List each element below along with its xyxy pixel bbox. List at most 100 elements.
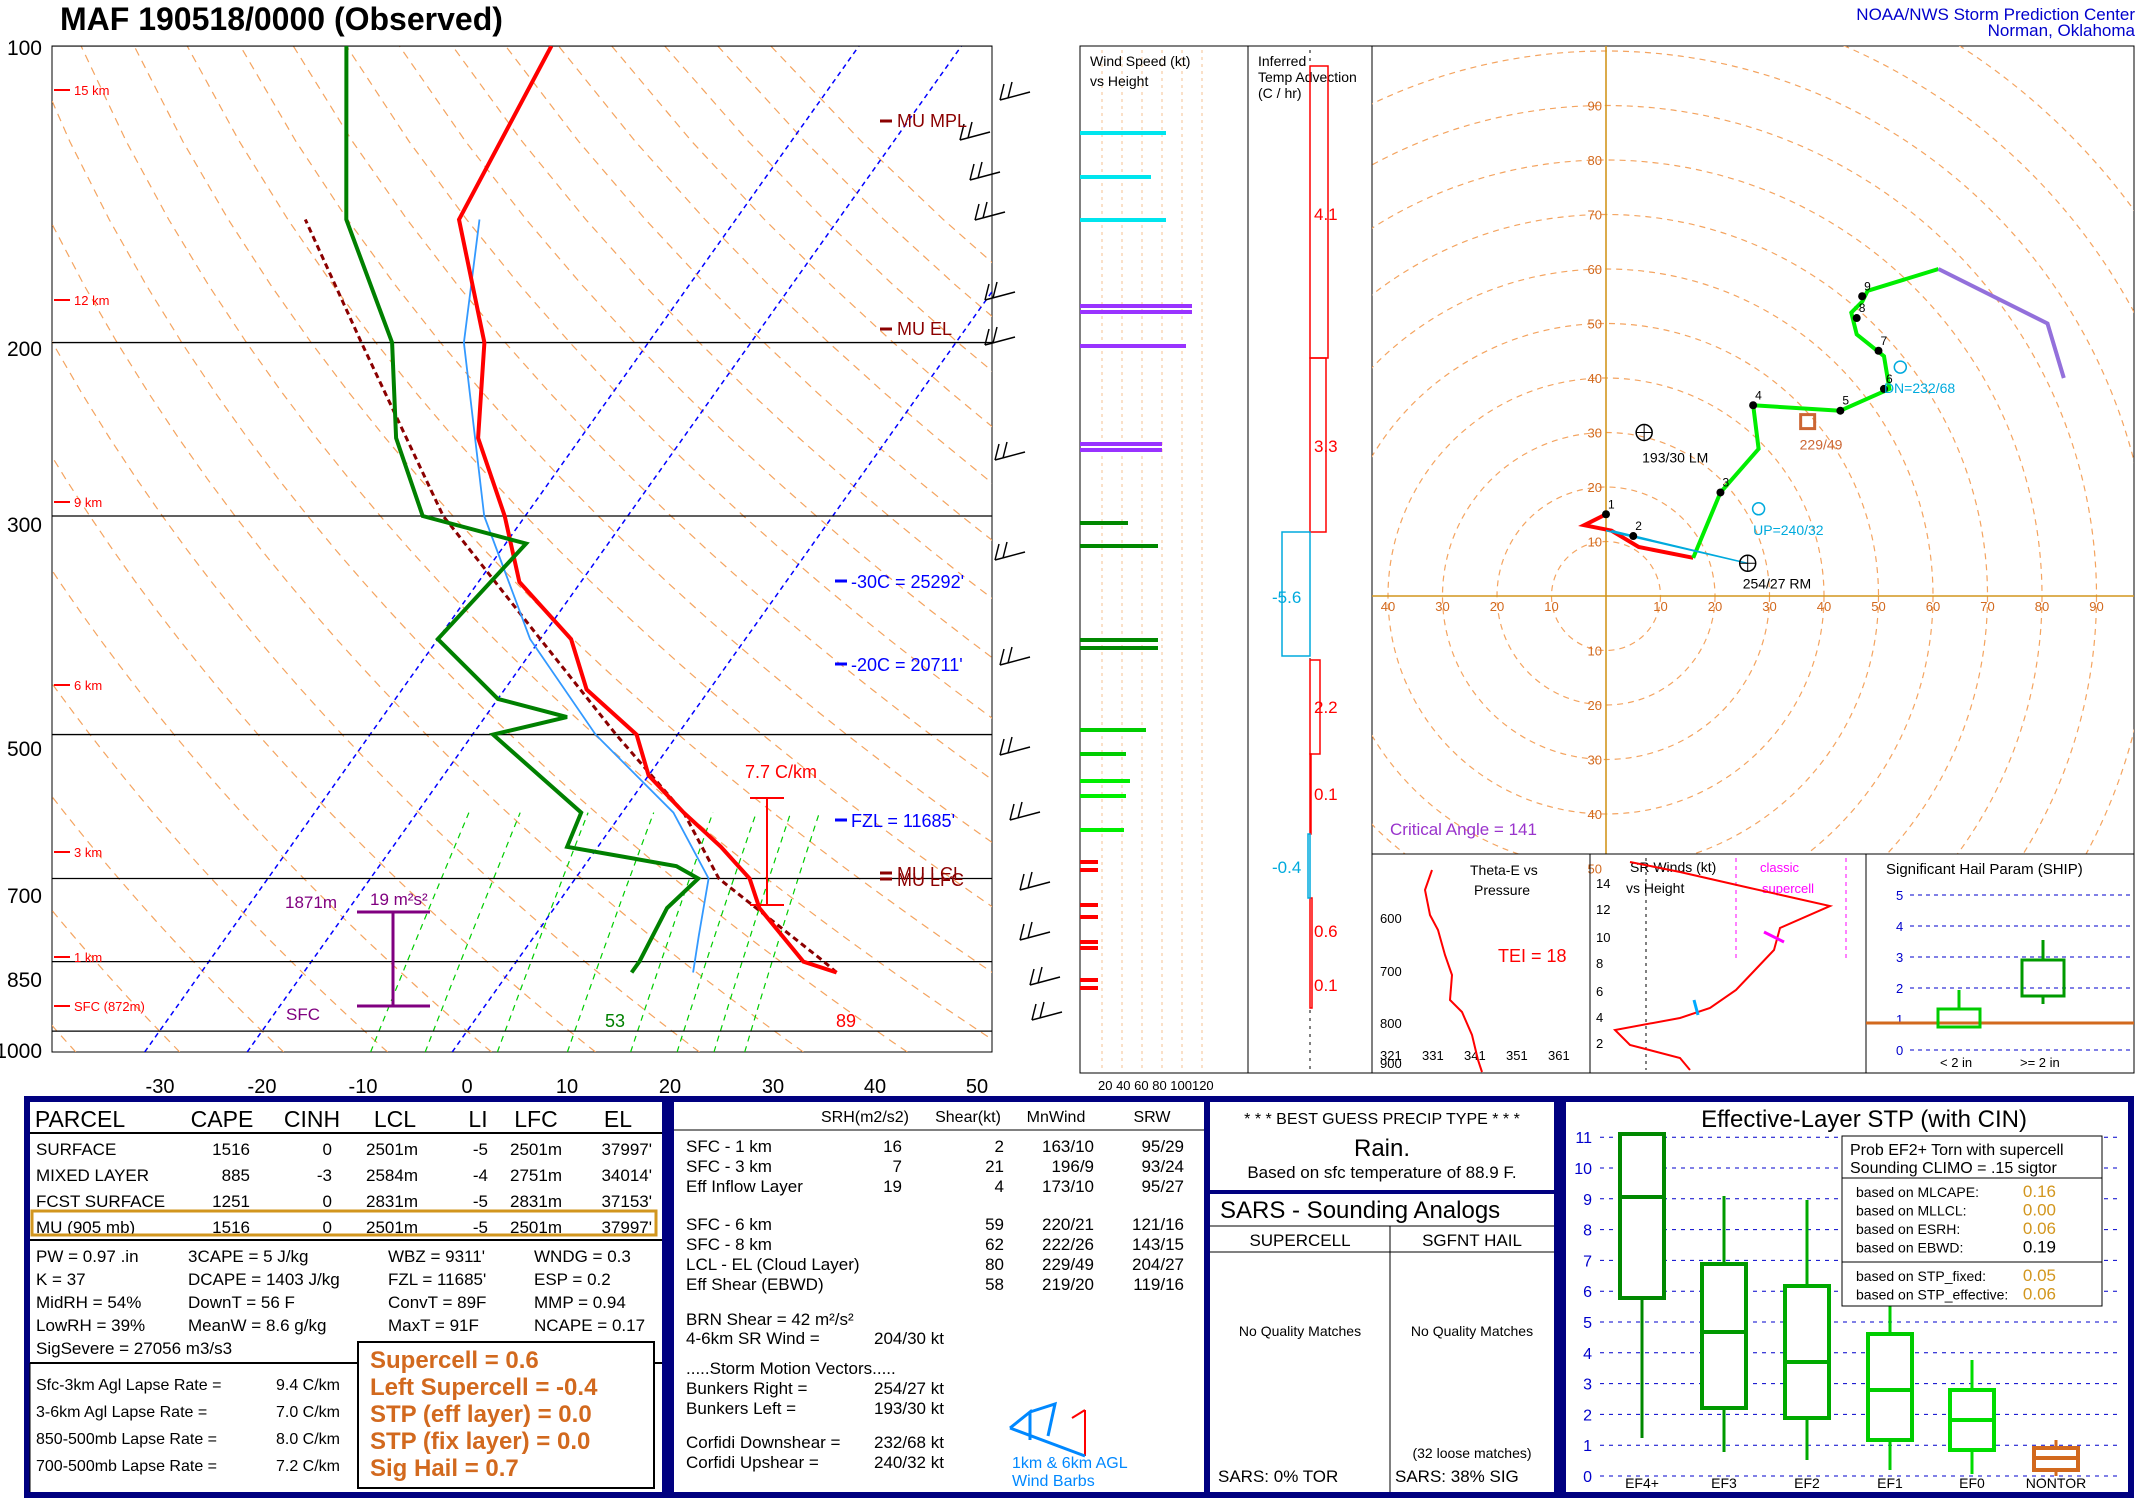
t-label-30: 30 <box>762 1076 784 1098</box>
precip-type: Rain. <box>1354 1135 1410 1162</box>
wspd-xlabels: 20 40 60 80 100120 <box>1098 1078 1214 1093</box>
parcel-cell: 2584m <box>366 1166 418 1185</box>
tadv-val-8: 0.1 <box>1314 976 1338 995</box>
wind-barb-flag <box>1019 873 1025 891</box>
kin-srh: 7 <box>893 1157 902 1176</box>
hodo-ylabel: 80 <box>1588 153 1602 168</box>
wind-barb-flag <box>984 328 990 346</box>
dry-adiabat <box>52 795 285 1052</box>
hodo-ylabel-neg: 10 <box>1588 644 1602 659</box>
hodo-ylabel: 10 <box>1588 535 1602 550</box>
dry-adiabat <box>52 340 700 1052</box>
lapse-value: 7.2 C/km <box>276 1458 340 1475</box>
wind-barb <box>999 746 1031 756</box>
stp-xlabel: EF3 <box>1711 1475 1737 1491</box>
theta-x341: 341 <box>1464 1048 1486 1063</box>
wind-barb <box>959 131 991 141</box>
theta-e-panel: Theta-E vs Pressure TEI = 18 600 700 800… <box>1371 853 1591 1074</box>
stp-ylabel: 11 <box>1575 1130 1592 1147</box>
mixing-ratio-line <box>744 812 820 1052</box>
stp-ylabel: 4 <box>1583 1346 1592 1363</box>
kin-srw: 119/16 <box>1133 1275 1184 1294</box>
lapse-label: Sfc-3km Agl Lapse Rate = <box>36 1377 221 1394</box>
h-label-15: 15 km <box>74 83 109 98</box>
wind-barb <box>984 291 1016 301</box>
hodo-height-label: 2 <box>1635 519 1642 533</box>
theta-y700: 700 <box>1380 964 1402 979</box>
brn-shear: BRN Shear = 42 m²/s² <box>686 1310 854 1329</box>
wind-barb-flag <box>984 283 990 301</box>
stp-prob-value: 0.06 <box>2023 1285 2056 1304</box>
dry-adiabat <box>80 46 992 1041</box>
wind-barb-flag <box>999 83 1005 101</box>
kin-mnwind: 219/20 <box>1042 1275 1094 1294</box>
p-label-500: 500 <box>7 738 42 761</box>
parcel-cell: 2501m <box>510 1218 562 1237</box>
kin-shear: 58 <box>985 1275 1004 1294</box>
wind-barb <box>994 551 1026 561</box>
kin-shear: 2 <box>995 1137 1004 1156</box>
precip-basis: Based on sfc temperature of 88.9 F. <box>1247 1163 1516 1182</box>
kin-mnwind: 196/9 <box>1051 1157 1094 1176</box>
hodo-height-label: 6 <box>1886 372 1893 386</box>
stp-ylabel: 3 <box>1583 1377 1592 1394</box>
kin-srw: 121/16 <box>1132 1215 1184 1234</box>
lapse-value: 7.0 C/km <box>276 1404 340 1421</box>
stp-box <box>1783 1284 1831 1420</box>
mu-mpl-label: MU MPL <box>897 111 967 131</box>
stp-ylabel: 5 <box>1583 1315 1592 1332</box>
p-label-200: 200 <box>7 338 42 361</box>
inflow-bottom-label: 1871m <box>285 893 337 912</box>
parcel-trace <box>303 218 838 974</box>
hodo-xlabel: 20 <box>1708 599 1722 614</box>
smv-lm-label: Bunkers Left = <box>686 1399 796 1418</box>
ship-y1: 1 <box>1896 1012 1903 1027</box>
composite-index: STP (fix layer) = 0.0 <box>370 1428 590 1455</box>
wind-barb-flag <box>1037 966 1043 984</box>
kin-label: SFC - 6 km <box>686 1215 772 1234</box>
index-cell: MaxT = 91F <box>388 1316 479 1335</box>
parcel-cell: 1516 <box>212 1218 250 1237</box>
mixing-ratio-line <box>370 812 470 1052</box>
corfidi-dn-label: Corfidi Downshear = <box>686 1433 841 1452</box>
ph-li: LI <box>468 1106 487 1132</box>
srw-y14: 14 <box>1596 876 1610 891</box>
stp-prob-value: 0.19 <box>2023 1238 2056 1257</box>
dry-adiabat <box>52 99 908 1052</box>
parcel-cell: 37997' <box>601 1140 652 1159</box>
index-cell: MMP = 0.94 <box>534 1293 626 1312</box>
kin-srh: 16 <box>883 1137 902 1156</box>
stp-prob-label: based on STP_fixed: <box>1856 1268 1986 1284</box>
mixing-ratio-line <box>496 812 589 1052</box>
theta-x361: 361 <box>1548 1048 1570 1063</box>
hodo-height-label: 8 <box>1859 301 1866 315</box>
stp-ylabel: 10 <box>1574 1161 1592 1178</box>
corfidi-up-value: 240/32 kt <box>874 1453 944 1472</box>
wind-barb-flag <box>959 123 965 141</box>
srw-y8: 8 <box>1596 956 1603 971</box>
p-label-850: 850 <box>7 969 42 992</box>
tei-label: TEI = 18 <box>1498 946 1567 966</box>
parcel-cell: 885 <box>222 1166 250 1185</box>
parcel-cell: 1516 <box>212 1140 250 1159</box>
mixing-ratio-line <box>713 812 792 1052</box>
mu-lfc-label: MU LFC <box>897 870 964 890</box>
ship-x1: < 2 in <box>1940 1055 1972 1070</box>
srw-title2: vs Height <box>1626 880 1684 896</box>
stp-ylabel: 9 <box>1583 1192 1592 1209</box>
inflow-bracket <box>357 910 430 1008</box>
dry-adiabat <box>558 46 992 484</box>
isotherm <box>451 290 992 1052</box>
tadv-val-6: -0.4 <box>1272 858 1301 877</box>
t-label-20: 20 <box>659 1076 681 1098</box>
mixing-ratio-line <box>676 812 757 1052</box>
wind-barb-flag <box>999 738 1005 756</box>
wind-barb-flag <box>977 161 983 179</box>
tadv-bar-2 <box>1309 357 1327 533</box>
theta-title2: Pressure <box>1474 882 1530 898</box>
kin-shear: 4 <box>995 1177 1004 1196</box>
index-cell: K = 37 <box>36 1270 86 1289</box>
parcel-cell: 0 <box>323 1140 332 1159</box>
index-cell: DownT = 56 F <box>188 1293 295 1312</box>
parcel-cell: 34014' <box>601 1166 652 1185</box>
